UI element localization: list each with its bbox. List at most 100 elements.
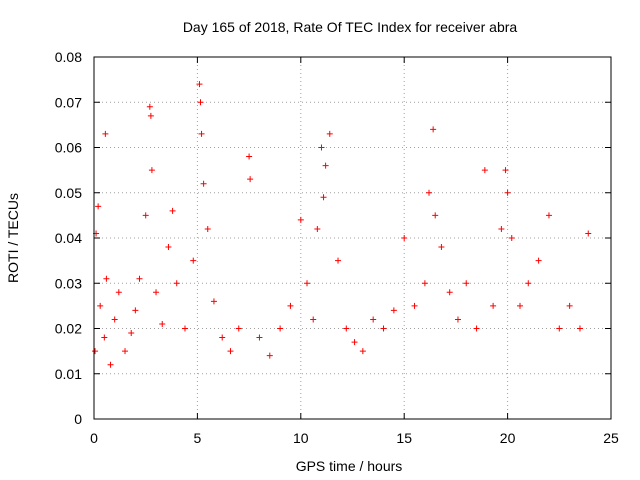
data-point — [197, 99, 204, 106]
data-point — [438, 244, 445, 251]
data-point — [585, 230, 592, 237]
data-point — [97, 302, 104, 309]
data-point — [322, 162, 329, 169]
y-tick-label: 0.01 — [55, 366, 82, 382]
data-point — [200, 180, 207, 187]
data-point — [525, 280, 532, 287]
data-point — [370, 316, 377, 323]
y-tick-label: 0.03 — [55, 275, 82, 291]
axis-ticks: 0 5 10 15 20 25 0 0.01 0.02 0.03 0.04 0.05 0.06 0.07 0… — [55, 49, 619, 446]
data-point — [535, 257, 542, 264]
data-point — [498, 225, 505, 232]
data-point — [517, 302, 524, 309]
x-tick-label: 25 — [603, 430, 619, 446]
data-point — [165, 244, 172, 251]
data-point — [153, 289, 160, 296]
data-point — [147, 112, 154, 119]
y-tick-label: 0 — [74, 411, 82, 427]
data-point — [318, 144, 325, 151]
x-tick-label: 10 — [293, 430, 309, 446]
data-point — [502, 167, 509, 174]
data-point — [432, 212, 439, 219]
data-point — [421, 280, 428, 287]
data-point — [107, 361, 114, 368]
data-point — [446, 289, 453, 296]
data-point — [359, 348, 366, 355]
data-point — [196, 81, 203, 88]
data-point — [463, 280, 470, 287]
data-point — [401, 235, 408, 241]
data-point — [576, 325, 583, 332]
data-point — [335, 257, 342, 264]
data-point — [181, 325, 188, 332]
data-point — [235, 325, 242, 332]
plot-frame — [93, 56, 612, 420]
data-point — [169, 207, 176, 214]
data-point — [219, 334, 226, 341]
data-point — [297, 216, 304, 223]
y-tick-label: 0.05 — [55, 185, 82, 201]
y-tick-label: 0.06 — [55, 140, 82, 156]
data-point — [266, 352, 273, 359]
data-point — [426, 189, 433, 196]
y-tick-label: 0.04 — [55, 230, 82, 246]
chart-title: Day 165 of 2018, Rate Of TEC Index for r… — [183, 19, 518, 35]
data-point — [473, 325, 480, 332]
data-point — [210, 298, 217, 305]
y-tick-label: 0.07 — [55, 94, 82, 110]
data-point — [390, 307, 397, 314]
data-point — [351, 339, 358, 346]
data-point — [95, 203, 102, 210]
data-point — [159, 320, 166, 327]
data-point — [204, 225, 211, 232]
x-tick-label: 0 — [90, 430, 98, 446]
y-tick-label: 0.08 — [55, 49, 82, 65]
data-point — [136, 275, 143, 282]
data-point — [508, 235, 515, 241]
data-point — [454, 316, 461, 323]
data-point — [430, 126, 437, 133]
data-point — [380, 325, 387, 332]
data-point — [128, 330, 135, 337]
y-axis-label: ROTI / TECUs — [5, 193, 21, 283]
data-point — [411, 302, 418, 309]
data-point — [490, 302, 497, 309]
data-point — [545, 212, 552, 219]
data-point — [504, 189, 511, 196]
data-point — [566, 302, 573, 309]
data-point — [190, 257, 197, 264]
data-point — [115, 289, 122, 296]
x-tick-label: 5 — [194, 430, 202, 446]
data-point — [287, 302, 294, 309]
data-point — [146, 103, 153, 110]
x-tick-label: 20 — [500, 430, 516, 446]
data-point — [227, 348, 234, 355]
data-point — [277, 325, 284, 332]
data-point — [173, 280, 180, 287]
data-point — [314, 225, 321, 232]
y-tick-label: 0.02 — [55, 321, 82, 337]
data-point — [198, 130, 205, 137]
data-point — [481, 167, 488, 174]
data-point — [102, 130, 109, 137]
data-point — [148, 167, 155, 174]
data-point — [247, 176, 254, 183]
data-point — [343, 325, 350, 332]
data-point — [246, 153, 253, 160]
data-point — [320, 194, 327, 201]
data-point — [556, 325, 563, 332]
data-point — [101, 334, 108, 341]
data-point — [256, 334, 263, 341]
data-point — [132, 307, 139, 314]
data-point — [92, 348, 99, 355]
x-axis-label: GPS time / hours — [296, 458, 403, 474]
x-tick-label: 15 — [396, 430, 412, 446]
data-point — [122, 348, 129, 355]
data-point — [326, 130, 333, 137]
data-point — [142, 212, 149, 219]
gridlines — [94, 57, 611, 419]
data-point — [103, 275, 110, 282]
data-point — [304, 280, 311, 287]
data-point — [310, 316, 317, 323]
